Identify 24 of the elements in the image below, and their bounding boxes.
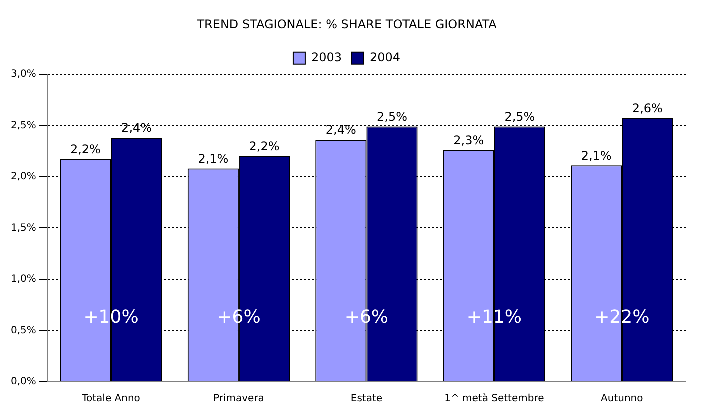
x-tick-label: Totale Anno	[81, 394, 140, 405]
data-label: 2,3%	[454, 133, 484, 148]
y-tick-label: 0,5%	[11, 325, 36, 336]
x-tick-label: Primavera	[214, 394, 264, 405]
chart-title: TREND STAGIONALE: % SHARE TOTALE GIORNATA	[196, 17, 498, 32]
x-tick-label: Autunno	[601, 394, 644, 405]
x-tick-label: 1^ metà Settembre	[444, 394, 544, 405]
data-label: 2,4%	[122, 121, 152, 136]
x-tick-label: Estate	[350, 394, 383, 405]
data-label: 2,1%	[581, 148, 612, 163]
data-label: 2,1%	[198, 152, 229, 166]
y-tick-label: 3,0%	[11, 68, 36, 80]
data-label: 2,6%	[632, 102, 663, 116]
y-tick-label: 1,0%	[11, 274, 36, 286]
legend-label: 2003	[311, 50, 342, 65]
y-tick-label: 0,0%	[11, 376, 36, 388]
y-tick-label: 2,0%	[11, 172, 36, 183]
data-label: 2,2%	[249, 140, 280, 154]
y-tick-label: 1,5%	[11, 222, 36, 234]
data-label: 2,5%	[376, 110, 408, 124]
data-label: 2,2%	[70, 142, 101, 157]
data-label: 2,5%	[504, 110, 536, 124]
legend-label: 2004	[370, 50, 401, 65]
y-tick-label: 2,5%	[11, 120, 36, 132]
